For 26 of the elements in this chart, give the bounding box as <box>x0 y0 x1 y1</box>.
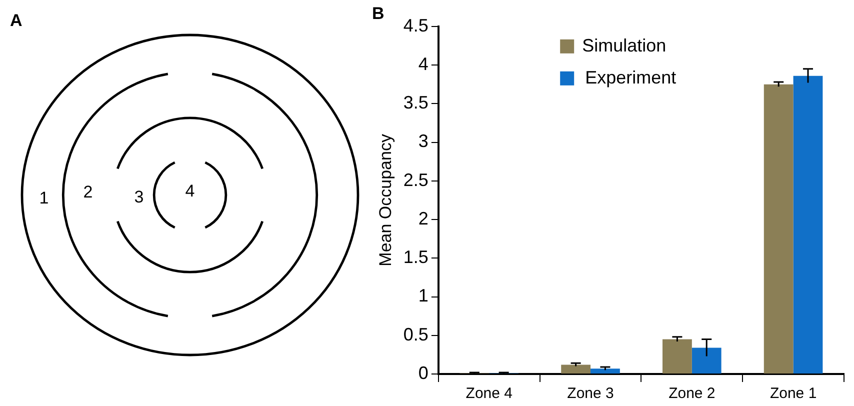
x-tick-label: Zone 4 <box>466 385 512 402</box>
bar <box>662 339 692 374</box>
chart-title: B <box>372 4 384 23</box>
y-tick-label: 2.5 <box>403 170 428 190</box>
y-tick-label: 3 <box>418 131 428 152</box>
y-tick-label: 4 <box>418 54 428 74</box>
x-tick-label: Zone 2 <box>668 385 716 402</box>
y-tick-label: 0.5 <box>403 324 428 344</box>
y-tick-label: 3.5 <box>403 92 428 113</box>
text: A <box>10 11 22 30</box>
y-tick-label: 0 <box>418 362 428 383</box>
y-tick-label: 2 <box>418 208 428 228</box>
bar <box>793 76 823 374</box>
concentric-rings-diagram: 1 2 3 4 <box>20 34 360 356</box>
bar <box>692 348 722 374</box>
y-tick-label: 1 <box>418 286 428 306</box>
x-tick-label: Zone 3 <box>567 385 614 402</box>
bar <box>561 364 591 374</box>
bar <box>590 368 620 374</box>
y-axis-title: Mean Occupancy <box>376 134 395 266</box>
y-tick-label: 4.5 <box>403 15 428 36</box>
bar <box>764 84 794 374</box>
legend-label: Experiment <box>585 67 676 88</box>
x-tick-label: Zone 1 <box>770 385 817 402</box>
legend-label: Simulation <box>582 35 666 56</box>
y-tick-label: 1.5 <box>403 247 428 268</box>
